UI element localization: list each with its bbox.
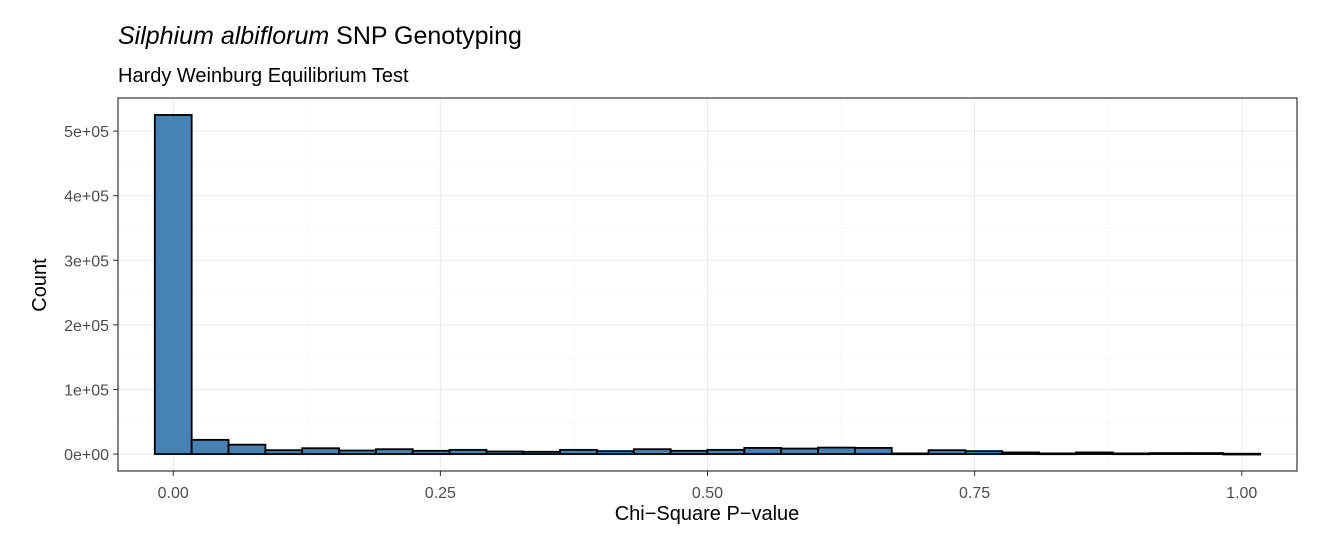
histogram-bar	[1111, 452, 1151, 456]
histogram-bar	[1222, 452, 1262, 456]
histogram-bar	[227, 443, 267, 455]
histogram-bar	[374, 448, 414, 455]
histogram-bar	[264, 449, 304, 455]
histogram-bar	[1038, 452, 1077, 456]
histogram-bar	[890, 452, 930, 456]
histogram-bar	[780, 447, 819, 455]
histogram-bar	[1075, 451, 1114, 455]
y-axis-title: Count	[29, 258, 51, 312]
histogram-bar	[559, 448, 598, 455]
histogram-bar	[964, 450, 1004, 455]
histogram-bar	[190, 438, 230, 455]
x-tick-label: 0.25	[425, 485, 456, 502]
y-axis-ticks: 0e+00 1e+05 2e+05 3e+05 4e+05 5e+05	[64, 124, 118, 464]
y-tick-label: 1e+05	[64, 382, 109, 399]
x-tick-label: 0.50	[692, 485, 723, 502]
x-axis-ticks: 0.00 0.25 0.50 0.75 1.00	[158, 471, 1257, 502]
histogram-bar	[632, 448, 672, 455]
histogram-bar	[817, 446, 856, 455]
histogram-bar	[927, 449, 967, 455]
histogram-bar	[1001, 451, 1041, 455]
histogram-bar	[153, 114, 193, 455]
x-tick-label: 0.00	[158, 485, 189, 502]
histogram-bar	[522, 450, 561, 455]
histogram-bar	[301, 447, 340, 455]
histogram-bar	[338, 449, 377, 455]
histogram-bar	[743, 447, 783, 455]
histogram-bar	[485, 450, 525, 455]
histogram-bar	[854, 447, 893, 455]
y-tick-label: 3e+05	[64, 253, 109, 270]
chart-title-species: Silphium albiflorum	[118, 22, 329, 50]
histogram-bar	[1185, 452, 1225, 455]
histogram-bar	[1148, 452, 1188, 455]
y-tick-label: 2e+05	[64, 318, 109, 335]
histogram-bar	[706, 448, 746, 455]
y-tick-label: 4e+05	[64, 189, 109, 206]
histogram-bars	[153, 114, 1262, 456]
y-tick-label: 0e+00	[64, 447, 109, 464]
chart-subtitle: Hardy Weinburg Equilibrium Test	[118, 65, 409, 87]
histogram-bar	[596, 450, 635, 455]
histogram-bar	[448, 448, 488, 455]
chart-title: Silphium albiflorum SNP Genotyping	[118, 22, 522, 50]
histogram-bar	[669, 449, 709, 455]
x-tick-label: 0.75	[959, 485, 990, 502]
x-axis-title: Chi−Square P−value	[615, 503, 800, 525]
x-tick-label: 1.00	[1226, 485, 1257, 502]
chart-title-rest: SNP Genotyping	[329, 22, 522, 50]
histogram-bar	[411, 449, 451, 455]
y-tick-label: 5e+05	[64, 124, 109, 141]
